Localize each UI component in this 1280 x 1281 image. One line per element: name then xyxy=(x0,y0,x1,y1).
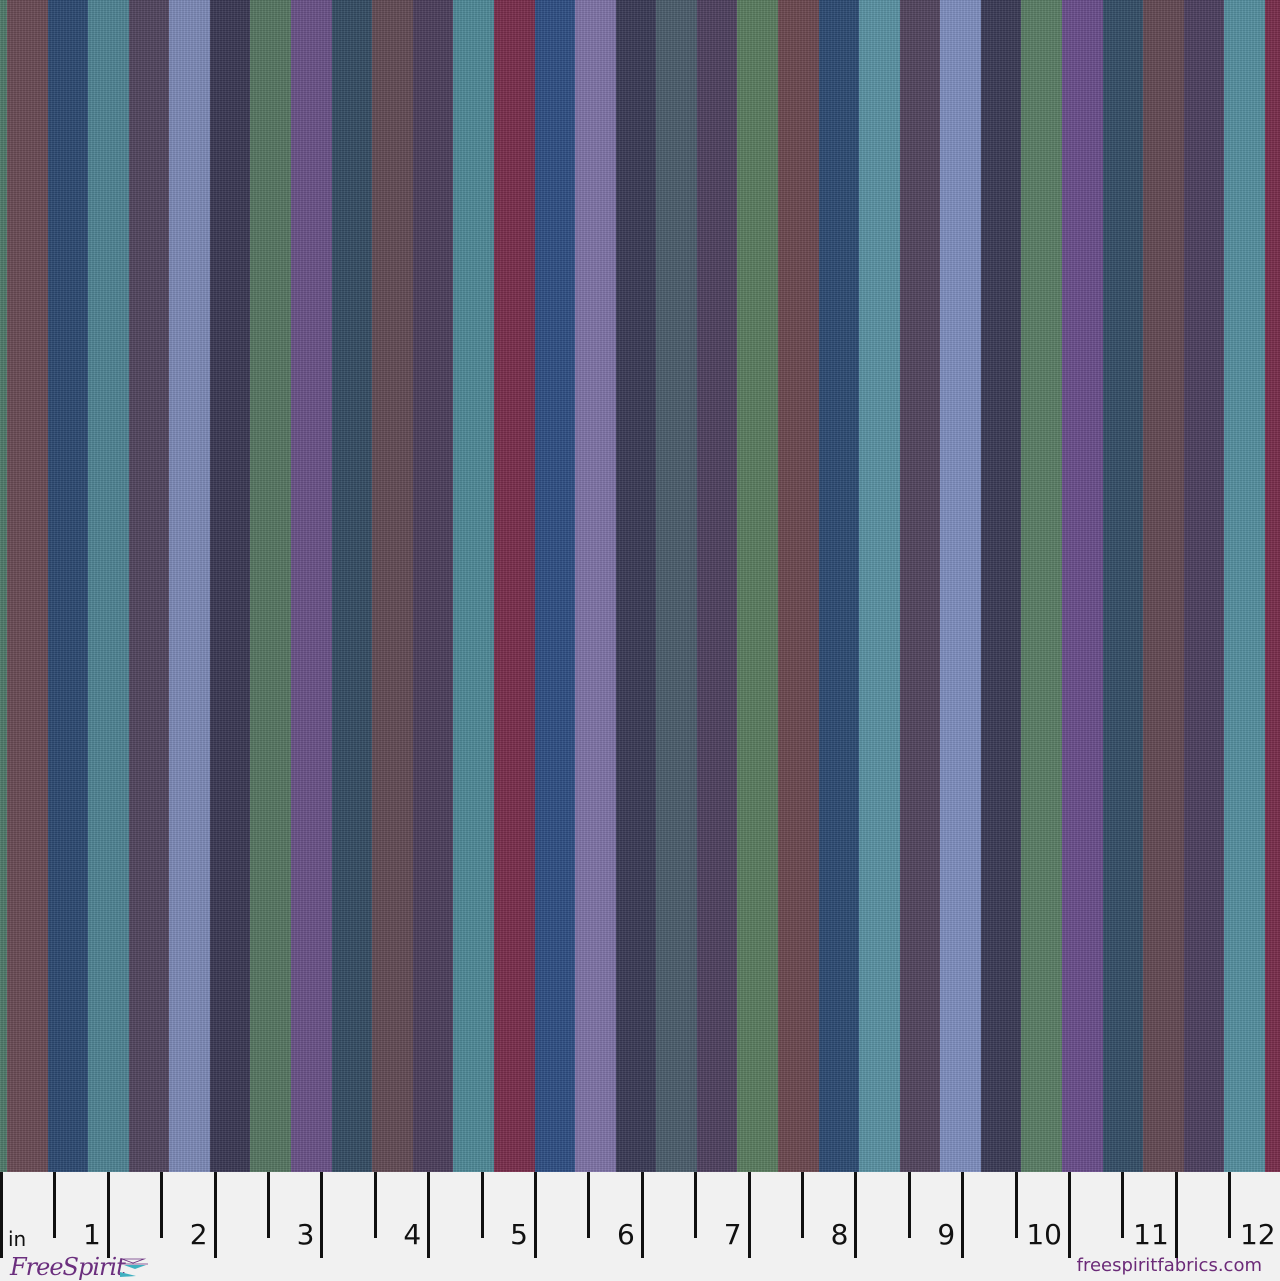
ruler-number: 2 xyxy=(189,1218,208,1251)
fabric-stripe xyxy=(1102,0,1144,1172)
fabric-stripes xyxy=(0,0,1280,1172)
ruler-minor-tick xyxy=(1014,1172,1018,1238)
ruler-number: 7 xyxy=(723,1218,742,1251)
ruler-major-tick xyxy=(534,1172,537,1258)
ruler-minor-tick xyxy=(1121,1172,1125,1238)
ruler-number: 10 xyxy=(1026,1218,1062,1251)
ruler-major-tick xyxy=(747,1172,751,1258)
fabric-stripe xyxy=(1264,0,1280,1172)
ruler-minor-tick xyxy=(480,1172,484,1238)
ruler-major-tick xyxy=(213,1172,217,1258)
ruler-minor-tick xyxy=(801,1172,804,1238)
fabric-stripe xyxy=(169,0,210,1172)
fabric-stripe xyxy=(777,0,819,1172)
ruler-minor-tick xyxy=(1228,1172,1232,1238)
ruler-minor-tick xyxy=(160,1172,164,1238)
ruler-minor-tick xyxy=(373,1172,377,1238)
ruler-major-tick xyxy=(1068,1172,1071,1258)
ruler-minor-tick xyxy=(694,1172,698,1238)
fabric-stripe xyxy=(615,0,657,1172)
logo-triangles-icon xyxy=(119,1258,148,1277)
fabric-stripe xyxy=(940,0,981,1172)
fabric-stripe xyxy=(859,0,900,1172)
ruler-major-tick xyxy=(640,1172,644,1258)
ruler-number: 1 xyxy=(82,1218,101,1251)
fabric-stripe xyxy=(88,0,129,1172)
fabric-stripe xyxy=(493,0,535,1172)
ruler-number: 6 xyxy=(616,1218,635,1251)
ruler-number: 5 xyxy=(510,1218,528,1251)
fabric-stripe xyxy=(291,0,332,1172)
website-link[interactable]: freespiritfabrics.com xyxy=(1076,1255,1262,1276)
fabric-stripe xyxy=(47,0,89,1172)
ruler-minor-tick xyxy=(53,1172,57,1238)
ruler-number: 3 xyxy=(296,1218,315,1251)
ruler-number: 9 xyxy=(937,1218,956,1251)
ruler-major-tick xyxy=(106,1172,110,1258)
fabric-stripe xyxy=(1021,0,1063,1172)
ruler-number: 12 xyxy=(1239,1218,1276,1251)
ruler-major-tick xyxy=(427,1172,431,1258)
fabric-stripe xyxy=(7,0,48,1172)
freespirit-logo: FreeSpirit xyxy=(10,1253,126,1281)
ruler-major-tick xyxy=(0,1172,3,1258)
fabric-stripe xyxy=(372,0,413,1172)
ruler-unit-label: in xyxy=(8,1227,27,1251)
ruler-number: 4 xyxy=(403,1218,422,1251)
ruler-major-tick xyxy=(854,1172,858,1258)
fabric-stripe xyxy=(1062,0,1103,1172)
fabric-stripe xyxy=(453,0,494,1172)
ruler-minor-tick xyxy=(267,1172,270,1238)
fabric-stripe xyxy=(1224,0,1265,1172)
ruler-minor-tick xyxy=(587,1172,591,1238)
fabric-stripe xyxy=(1183,0,1225,1172)
ruler-number: 11 xyxy=(1133,1218,1169,1251)
fabric-stripe xyxy=(980,0,1022,1172)
fabric-stripe xyxy=(696,0,738,1172)
fabric-stripe xyxy=(656,0,697,1172)
fabric-stripe xyxy=(818,0,860,1172)
fabric-stripe xyxy=(899,0,941,1172)
fabric-stripe xyxy=(534,0,576,1172)
fabric-stripe xyxy=(737,0,778,1172)
ruler-major-tick xyxy=(1174,1172,1178,1258)
fabric-stripe xyxy=(209,0,251,1172)
fabric-stripe xyxy=(1143,0,1184,1172)
fabric-stripe xyxy=(412,0,454,1172)
fabric-stripe xyxy=(575,0,616,1172)
fabric-stripe xyxy=(128,0,170,1172)
fabric-stripe xyxy=(331,0,373,1172)
ruler-minor-tick xyxy=(907,1172,911,1238)
fabric-stripe xyxy=(250,0,292,1172)
ruler-major-tick xyxy=(320,1172,324,1258)
fabric-stripe xyxy=(0,0,7,1172)
ruler-number: 8 xyxy=(830,1218,849,1251)
ruler-major-tick xyxy=(961,1172,965,1258)
